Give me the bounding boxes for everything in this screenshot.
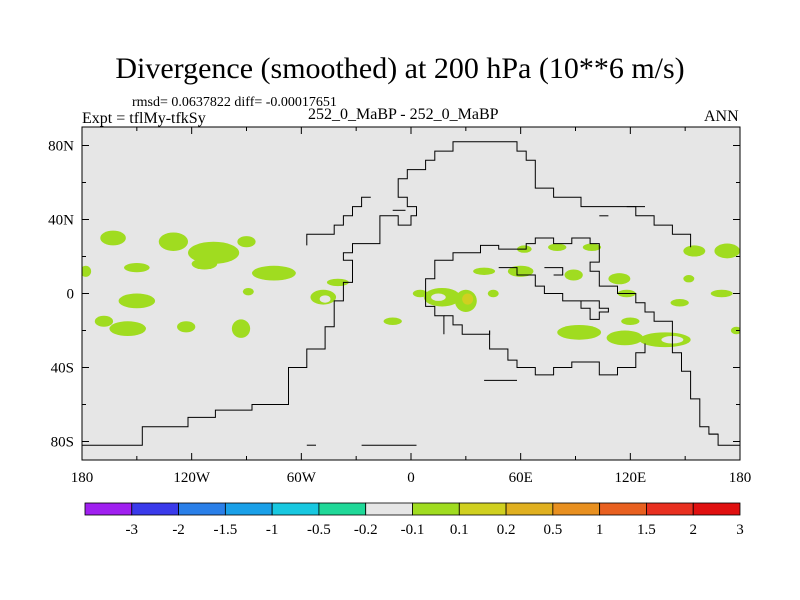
contour-region: [251, 265, 296, 281]
colorbar-swatch: [599, 502, 647, 516]
contour-region: [683, 275, 695, 283]
contour-region: [670, 299, 689, 307]
contour-region: [679, 213, 684, 218]
colorbar-label: -0.1: [401, 522, 425, 538]
colorbar-swatch: [412, 502, 460, 516]
contour-region: [94, 315, 114, 327]
colorbar-label: -0.2: [354, 522, 378, 538]
colorbar-label: 1: [596, 522, 604, 538]
contour-region: [582, 243, 602, 251]
colorbar-swatch: [178, 502, 226, 516]
coastline: [425, 237, 740, 446]
coastline: [443, 315, 491, 335]
comparison-label: 252_0_MaBP - 252_0_MaBP: [308, 106, 499, 123]
contour-regions: [82, 213, 740, 348]
stats-label: rmsd= 0.0637822 diff= -0.00017651: [132, 95, 337, 110]
colorbar-label: 0.5: [543, 522, 562, 538]
x-tick-label: 120E: [614, 470, 646, 486]
contour-region: [621, 317, 640, 325]
colorbar-swatch: [458, 502, 507, 516]
contour-region: [82, 265, 92, 277]
colorbar-swatch: [84, 502, 133, 516]
contour-region: [507, 265, 534, 277]
coastline: [498, 267, 609, 320]
contour-region: [714, 243, 740, 259]
contour-region: [231, 319, 251, 338]
colorbar-label: -1.5: [213, 522, 237, 538]
colorbar-swatch: [131, 502, 179, 516]
plot-title: Divergence (smoothed) at 200 hPa (10**6 …: [115, 52, 685, 85]
colorbar-label: -2: [172, 522, 185, 538]
colorbar-label: -0.5: [307, 522, 331, 538]
contour-region: [473, 267, 496, 275]
colorbar-swatch: [271, 502, 320, 516]
colorbar-swatch: [224, 502, 273, 516]
contour-region: [431, 293, 446, 301]
contour-region: [118, 293, 156, 309]
coastline: [306, 233, 316, 246]
colorbar-swatch: [552, 502, 601, 516]
coastline: [544, 267, 564, 276]
y-tick-label: 40S: [51, 361, 74, 377]
colorbar-swatch: [318, 502, 367, 516]
x-tick-label: 180: [71, 470, 94, 486]
x-tick-label: 0: [407, 470, 415, 486]
contour-region: [471, 334, 483, 342]
contour-region: [177, 321, 196, 333]
contour-region: [606, 330, 644, 346]
y-tick-label: 80N: [48, 139, 74, 155]
contour-region: [608, 273, 631, 285]
contour-region: [124, 262, 150, 273]
contour-region: [557, 324, 602, 340]
colorbar-label: 0.1: [450, 522, 469, 538]
colorbar-label: 3: [736, 522, 744, 538]
colorbar-label: -3: [126, 522, 139, 538]
contour-region: [191, 258, 218, 270]
experiment-label: Expt = tflMy-tfkSy: [82, 110, 206, 127]
contour-region: [462, 293, 474, 305]
contour-region: [188, 241, 240, 264]
y-tick-label: 40N: [48, 213, 74, 229]
coastline: [489, 330, 646, 376]
colorbar-label: 0.2: [497, 522, 516, 538]
colorbar-swatch: [692, 502, 741, 516]
season-label: ANN: [704, 108, 739, 125]
x-tick-label: 60W: [287, 470, 317, 486]
x-tick-label: 60E: [509, 470, 533, 486]
contour-region: [383, 317, 402, 325]
colorbar-swatch: [505, 502, 554, 516]
contour-region: [100, 230, 126, 246]
contour-region: [109, 321, 146, 337]
contour-region: [412, 289, 428, 298]
colorbar-swatch: [646, 502, 694, 516]
coastline: [82, 141, 692, 446]
coastlines: [82, 141, 740, 446]
colorbar-label: 1.5: [637, 522, 656, 538]
x-tick-label: 120W: [173, 470, 211, 486]
contour-region: [237, 236, 256, 248]
contour-region: [158, 232, 189, 251]
contour-region: [710, 289, 733, 298]
coastline: [316, 196, 371, 235]
x-tick-label: 180: [729, 470, 752, 486]
contour-region: [548, 243, 567, 251]
contour-region: [242, 287, 254, 296]
colorbar-label: 2: [689, 522, 697, 538]
contour-region: [487, 289, 499, 298]
y-tick-label: 0: [67, 287, 75, 303]
colorbar-label: -1: [266, 522, 279, 538]
contour-region: [730, 326, 740, 335]
contour-region: [319, 295, 331, 303]
contour-region: [683, 245, 706, 257]
contour-region: [564, 269, 583, 281]
colorbar-swatch: [365, 502, 413, 516]
y-tick-label: 80S: [51, 435, 74, 451]
